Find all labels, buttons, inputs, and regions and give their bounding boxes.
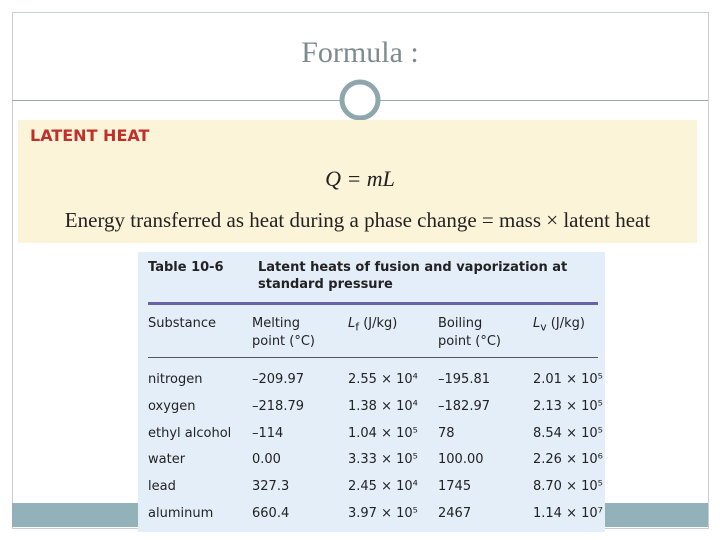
- table-cell: 1.38 × 10⁴: [348, 398, 418, 414]
- column-header: point (°C): [438, 334, 502, 349]
- table-cell: –114: [252, 425, 284, 441]
- table-label: Table 10-6: [148, 260, 224, 275]
- table-cell: 2.01 × 10⁵: [533, 372, 603, 387]
- column-header: Melting: [252, 316, 301, 331]
- table-cell: 660.4: [252, 506, 290, 521]
- table-cell: 2467: [438, 506, 472, 521]
- table: [138, 252, 605, 532]
- table-cell: 8.70 × 10⁵: [533, 479, 603, 495]
- symbol: L: [533, 316, 541, 331]
- table-cell: 8.54 × 10⁵: [533, 425, 603, 441]
- table-cell: –182.97: [438, 398, 490, 414]
- table-cell: ethyl alcohol: [148, 425, 232, 441]
- divider-circle: [339, 79, 381, 121]
- unit: (J/kg): [359, 316, 398, 331]
- table-cell: 2.13 × 10⁵: [533, 398, 603, 414]
- table-cell: aluminum: [148, 506, 214, 521]
- table-cell: 2.26 × 10⁶: [533, 452, 603, 468]
- unit: (J/kg): [546, 316, 585, 331]
- symbol: L: [348, 316, 356, 331]
- table-cell: 327.3: [252, 479, 290, 495]
- table-cell: 3.33 × 10⁵: [348, 452, 418, 468]
- slide-title: Formula :: [301, 36, 419, 69]
- table-caption: Latent heats of fusion and vaporization …: [258, 260, 568, 275]
- table-cell: 1.14 × 10⁷: [533, 506, 603, 521]
- subscript: v: [540, 320, 547, 334]
- table-cell: water: [148, 452, 186, 468]
- box-heading: LATENT HEAT: [30, 126, 150, 145]
- column-header: Boiling: [438, 316, 483, 331]
- formula-box: [18, 120, 697, 243]
- table-cell: 3.97 × 10⁵: [348, 506, 418, 521]
- table-cell: 1.04 × 10⁵: [348, 425, 418, 441]
- table-cell: nitrogen: [148, 372, 203, 387]
- table-cell: 2.45 × 10⁴: [348, 479, 418, 495]
- table-cell: 1745: [438, 479, 472, 495]
- column-header: Lv (J/kg): [533, 315, 585, 337]
- table-cell: oxygen: [148, 398, 196, 414]
- table-cell: –195.81: [438, 372, 490, 387]
- column-header: Substance: [148, 316, 216, 331]
- table-cell: 100.00: [438, 452, 484, 468]
- statement: Energy transferred as heat during a phas…: [64, 208, 651, 232]
- table-cell: lead: [148, 479, 176, 495]
- header-rule: [148, 357, 598, 358]
- table-cell: –209.97: [252, 372, 304, 387]
- table-rule: [148, 302, 598, 305]
- table-cell: 2.55 × 10⁴: [348, 372, 418, 387]
- table-cell: 78: [438, 425, 455, 441]
- column-header: point (°C): [252, 334, 316, 349]
- column-header: Lf (J/kg): [348, 315, 397, 337]
- table-cell: –218.79: [252, 398, 304, 414]
- formula: Q = mL: [325, 166, 395, 191]
- subscript: f: [355, 320, 360, 334]
- table-caption: standard pressure: [258, 277, 393, 292]
- table-cell: 0.00: [252, 452, 281, 468]
